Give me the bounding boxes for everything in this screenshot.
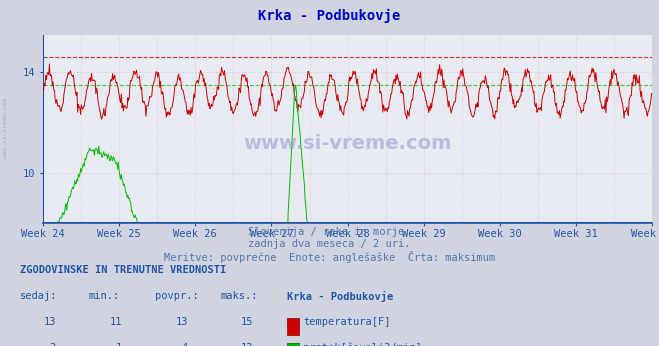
Text: 13: 13 <box>241 343 254 346</box>
Text: pretok[čevelj3/min]: pretok[čevelj3/min] <box>303 343 422 346</box>
Text: sedaj:: sedaj: <box>20 291 57 301</box>
Text: 13: 13 <box>175 317 188 327</box>
Text: 3: 3 <box>50 343 56 346</box>
Text: povpr.:: povpr.: <box>155 291 198 301</box>
Text: 1: 1 <box>116 343 122 346</box>
Text: Meritve: povprečne  Enote: anglešaške  Črta: maksimum: Meritve: povprečne Enote: anglešaške Črt… <box>164 251 495 263</box>
Text: 11: 11 <box>109 317 122 327</box>
Text: Slovenija / reke in morje.: Slovenija / reke in morje. <box>248 227 411 237</box>
Text: zadnja dva meseca / 2 uri.: zadnja dva meseca / 2 uri. <box>248 239 411 249</box>
Text: maks.:: maks.: <box>221 291 258 301</box>
Text: 13: 13 <box>43 317 56 327</box>
Text: 4: 4 <box>182 343 188 346</box>
Text: min.:: min.: <box>89 291 120 301</box>
Text: www.si-vreme.com: www.si-vreme.com <box>243 135 452 154</box>
Text: temperatura[F]: temperatura[F] <box>303 317 391 327</box>
Text: Krka - Podbukovje: Krka - Podbukovje <box>287 291 393 302</box>
Text: Krka - Podbukovje: Krka - Podbukovje <box>258 9 401 23</box>
Text: 15: 15 <box>241 317 254 327</box>
Text: www.si-vreme.com: www.si-vreme.com <box>3 98 8 158</box>
Text: ZGODOVINSKE IN TRENUTNE VREDNOSTI: ZGODOVINSKE IN TRENUTNE VREDNOSTI <box>20 265 226 275</box>
